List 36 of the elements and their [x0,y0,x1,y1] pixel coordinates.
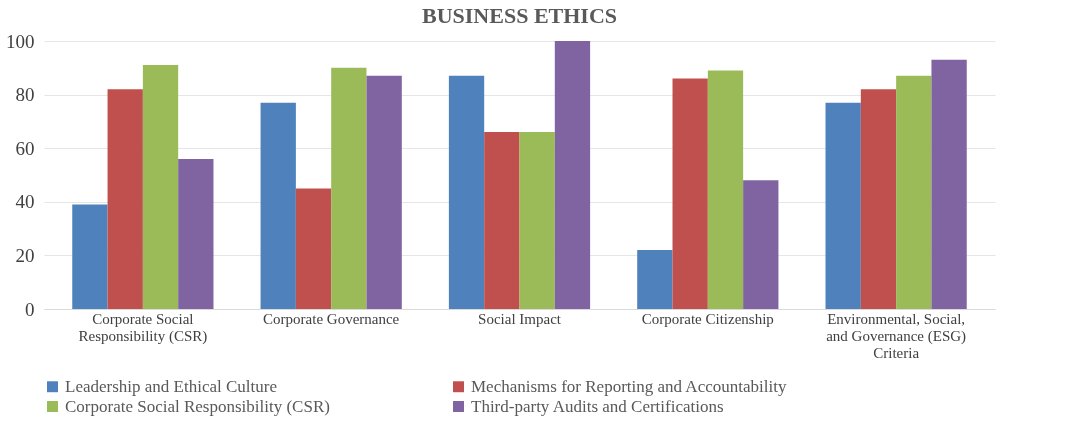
x-tick-label: Social Impact [478,310,562,327]
bar [554,41,591,309]
bar [260,102,296,309]
bar [72,204,108,309]
y-tick-label: 60 [15,137,35,159]
bar [331,67,367,309]
chart-title: BUSINESS ETHICS [421,3,618,28]
x-tick-label: Corporate Governance [263,310,400,327]
bar [860,89,897,309]
bar [896,75,932,309]
y-tick-label: 80 [15,84,35,106]
legend-label: Corporate Social Responsibility (CSR) [65,396,330,416]
legend-label: Third-party Audits and Certifications [471,396,724,416]
bar [707,70,744,309]
legend-label: Mechanisms for Reporting and Accountability [471,376,787,396]
x-tick-label: Corporate Citizenship [641,310,774,327]
bar [448,75,485,309]
bar [519,132,555,309]
y-tick-label: 100 [6,30,35,52]
bar [931,59,967,309]
bar [484,132,520,309]
bar [178,158,214,309]
x-tick-label: Environmental, Social, and Governance (ESG) Criteria [826,310,967,361]
bar [637,250,673,309]
bar [142,65,179,309]
y-tick-label: 20 [15,244,35,266]
bar [295,188,332,309]
bar [107,89,143,309]
x-tick-label: Corporate Social Responsibility (CSR) [78,310,208,345]
legend-label: Leadership and Ethical Culture [65,376,277,396]
bar [743,180,779,309]
bar [366,75,402,309]
bar [672,78,708,309]
y-tick-label: 40 [15,191,35,213]
bar [825,102,861,309]
y-tick-label: 0 [25,298,35,320]
